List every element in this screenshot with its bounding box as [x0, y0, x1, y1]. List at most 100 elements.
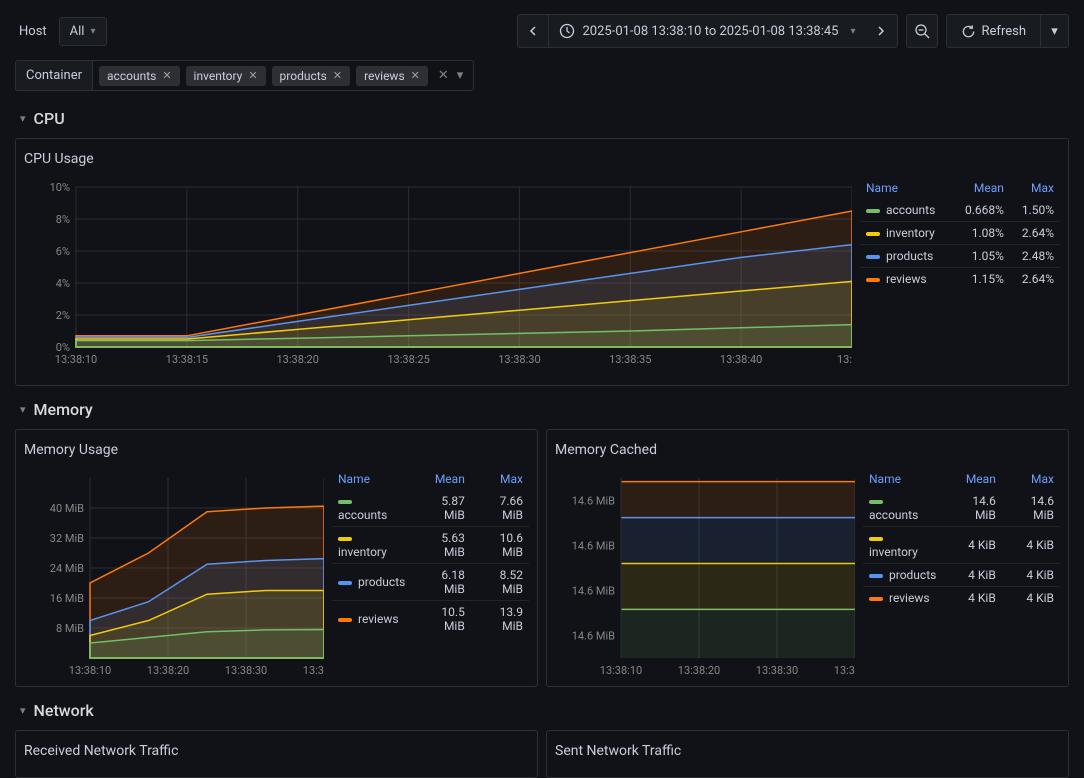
cpu-legend: NameMeanMaxaccounts0.668%1.50%inventory1… — [860, 177, 1060, 377]
svg-text:13:38:25: 13:38:25 — [387, 353, 429, 366]
svg-text:13:38:30: 13:38:30 — [498, 353, 540, 366]
time-range-picker[interactable]: 2025-01-08 13:38:10 to 2025-01-08 13:38:… — [549, 14, 866, 48]
host-label: Host — [15, 24, 51, 39]
legend-col-name[interactable]: Name — [863, 468, 943, 490]
chevron-down-icon: ▾ — [20, 403, 26, 416]
legend-col-name[interactable]: Name — [332, 468, 412, 490]
chevron-down-icon: ▾ — [1051, 24, 1058, 39]
panel-memory-usage: Memory Usage 8 MiB16 MiB24 MiB32 MiB40 M… — [15, 429, 538, 687]
chevron-down-icon: ▾ — [90, 26, 95, 37]
refresh-label: Refresh — [982, 24, 1026, 39]
memory-usage-chart[interactable]: 8 MiB16 MiB24 MiB32 MiB40 MiB13:38:1013:… — [24, 468, 324, 678]
svg-text:14.6 MiB: 14.6 MiB — [572, 495, 615, 508]
legend-col-mean[interactable]: Mean — [412, 468, 470, 490]
svg-text:13:38:40: 13:38:40 — [720, 353, 762, 366]
panel-title: Memory Cached — [555, 438, 1060, 468]
legend-col-max[interactable]: Max — [471, 468, 529, 490]
svg-text:6%: 6% — [56, 245, 70, 258]
svg-text:14.6 MiB: 14.6 MiB — [572, 540, 615, 553]
filter-tag[interactable]: inventory ✕ — [186, 66, 266, 86]
memory-usage-legend: NameMeanMaxaccounts5.87 MiB7.66 MiBinven… — [332, 468, 529, 678]
panel-network-tx: Sent Network Traffic — [546, 730, 1069, 778]
svg-text:14.6 MiB: 14.6 MiB — [572, 630, 615, 643]
panel-cpu-usage: CPU Usage 0%2%4%6%8%10%13:38:1013:38:151… — [15, 138, 1069, 386]
panel-title: Memory Usage — [24, 438, 529, 468]
svg-text:13:38:30: 13:38:30 — [225, 664, 267, 677]
tag-label: products — [280, 69, 327, 83]
close-icon[interactable]: ✕ — [411, 69, 420, 82]
legend-col-max[interactable]: Max — [1010, 177, 1060, 199]
svg-text:13:38:10: 13:38:10 — [55, 353, 97, 366]
section-cpu-header[interactable]: ▾ CPU — [0, 95, 1084, 138]
legend-row[interactable]: inventory4 KiB4 KiB — [863, 527, 1060, 564]
chevron-left-icon — [527, 25, 539, 37]
section-network-header[interactable]: ▾ Network — [0, 687, 1084, 730]
svg-text:14.6 MiB: 14.6 MiB — [572, 585, 615, 598]
panel-memory-cached: Memory Cached 14.6 MiB 14.6 MiB 14.6 MiB 14… — [546, 429, 1069, 687]
clear-tags-icon[interactable]: ✕ — [438, 68, 449, 83]
time-range-text: 2025-01-08 13:38:10 to 2025-01-08 13:38:… — [583, 24, 839, 39]
svg-text:40 MiB: 40 MiB — [50, 502, 84, 515]
svg-text:10%: 10% — [50, 181, 70, 194]
legend-col-name[interactable]: Name — [860, 177, 952, 199]
legend-row[interactable]: products4 KiB4 KiB — [863, 564, 1060, 587]
host-select[interactable]: All ▾ — [59, 17, 107, 46]
svg-text:16 MiB: 16 MiB — [50, 592, 84, 605]
close-icon[interactable]: ✕ — [162, 69, 171, 82]
close-icon[interactable]: ✕ — [333, 69, 342, 82]
panel-title: Sent Network Traffic — [555, 739, 1060, 769]
zoom-out-icon — [914, 23, 930, 39]
time-next-button[interactable] — [866, 14, 898, 48]
section-memory-title: Memory — [34, 400, 93, 419]
chevron-right-icon — [875, 25, 887, 37]
legend-row[interactable]: reviews4 KiB4 KiB — [863, 587, 1060, 610]
time-prev-button[interactable] — [517, 14, 549, 48]
legend-row[interactable]: reviews1.15%2.64% — [860, 268, 1060, 291]
svg-text:13:38:30: 13:38:30 — [756, 664, 798, 677]
tag-label: reviews — [364, 69, 405, 83]
svg-text:13:38:: 13:38: — [837, 353, 852, 366]
svg-text:13:38:15: 13:38:15 — [166, 353, 208, 366]
refresh-interval-button[interactable]: ▾ — [1041, 14, 1069, 48]
filter-tag[interactable]: accounts ✕ — [99, 66, 180, 86]
memory-cached-legend: NameMeanMaxaccounts14.6 MiB14.6 MiBinven… — [863, 468, 1060, 678]
legend-row[interactable]: accounts0.668%1.50% — [860, 199, 1060, 222]
cpu-usage-chart[interactable]: 0%2%4%6%8%10%13:38:1013:38:1513:38:2013:… — [24, 177, 852, 377]
chevron-down-icon: ▾ — [20, 112, 26, 125]
chevron-down-icon[interactable]: ▾ — [457, 68, 464, 83]
section-network-title: Network — [34, 701, 94, 720]
clock-icon — [559, 23, 575, 39]
tag-label: accounts — [107, 69, 156, 83]
panel-title: CPU Usage — [24, 147, 1060, 177]
panel-title: Received Network Traffic — [24, 739, 529, 769]
svg-text:13:38:20: 13:38:20 — [147, 664, 189, 677]
svg-text:32 MiB: 32 MiB — [50, 532, 84, 545]
legend-row[interactable]: products6.18 MiB8.52 MiB — [332, 564, 529, 601]
legend-col-mean[interactable]: Mean — [952, 177, 1010, 199]
panel-network-rx: Received Network Traffic — [15, 730, 538, 778]
legend-row[interactable]: products1.05%2.48% — [860, 245, 1060, 268]
filter-tag[interactable]: products ✕ — [272, 66, 351, 86]
legend-col-max[interactable]: Max — [1002, 468, 1060, 490]
tag-label: inventory — [194, 69, 243, 83]
svg-text:13:38:20: 13:38:20 — [277, 353, 319, 366]
legend-row[interactable]: inventory1.08%2.64% — [860, 222, 1060, 245]
svg-text:13:38:20: 13:38:20 — [678, 664, 720, 677]
svg-text:13:38:10: 13:38:10 — [69, 664, 111, 677]
container-filter-tags[interactable]: accounts ✕ inventory ✕ products ✕ reviews ✕ ✕ ▾ — [93, 60, 474, 91]
svg-text:8 MiB: 8 MiB — [56, 622, 84, 635]
memory-cached-chart[interactable]: 14.6 MiB14.6 MiB14.6 MiB14.6 MiB13:38:10… — [555, 468, 855, 678]
filter-tag[interactable]: reviews ✕ — [356, 66, 428, 86]
zoom-out-button[interactable] — [906, 14, 938, 48]
legend-row[interactable]: reviews10.5 MiB13.9 MiB — [332, 601, 529, 638]
refresh-button[interactable]: Refresh — [946, 14, 1041, 48]
legend-row[interactable]: accounts5.87 MiB7.66 MiB — [332, 490, 529, 527]
refresh-icon — [961, 24, 976, 39]
legend-row[interactable]: accounts14.6 MiB14.6 MiB — [863, 490, 1060, 527]
svg-text:13:38:35: 13:38:35 — [609, 353, 651, 366]
svg-text:13:38:40: 13:38:40 — [303, 664, 324, 677]
legend-row[interactable]: inventory5.63 MiB10.6 MiB — [332, 527, 529, 564]
legend-col-mean[interactable]: Mean — [943, 468, 1001, 490]
section-memory-header[interactable]: ▾ Memory — [0, 386, 1084, 429]
close-icon[interactable]: ✕ — [248, 69, 257, 82]
